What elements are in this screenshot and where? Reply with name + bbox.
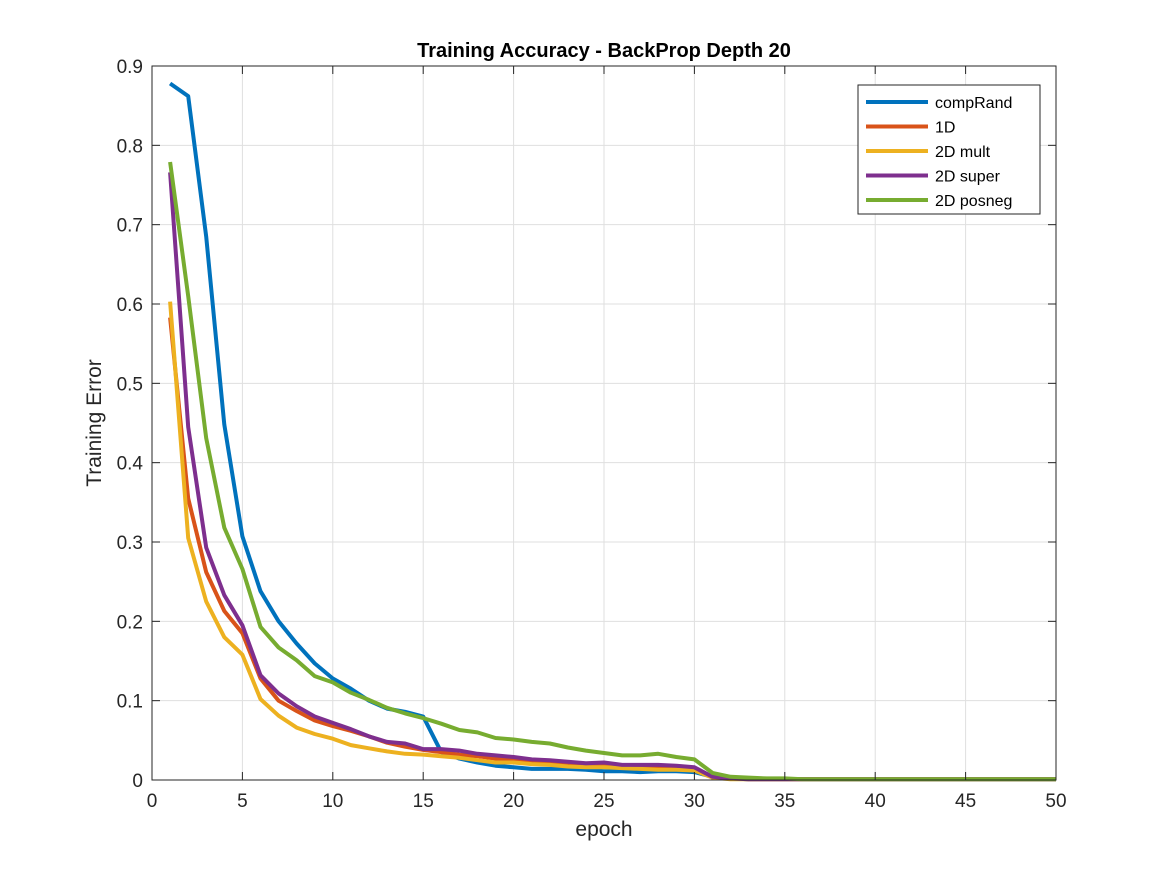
x-tick-label: 50: [1045, 791, 1066, 812]
y-tick-label: 0.5: [117, 374, 143, 395]
y-axis-label: Training Error: [83, 359, 106, 487]
x-tick-label: 5: [237, 791, 248, 812]
legend-label-1d: 1D: [935, 120, 955, 137]
y-tick-label: 0.3: [117, 533, 143, 554]
y-tick-label: 0.1: [117, 692, 143, 713]
x-tick-label: 0: [147, 791, 158, 812]
y-tick-label: 0: [132, 771, 143, 792]
series-line-2d-posneg: [168, 161, 1056, 782]
y-tick-label: 0.4: [117, 454, 144, 475]
x-tick-label: 45: [955, 791, 976, 812]
x-tick-label: 15: [413, 791, 434, 812]
chart-title: Training Accuracy - BackProp Depth 20: [417, 40, 791, 62]
x-tick-label: 40: [865, 791, 886, 812]
legend-label-2d-super: 2D super: [935, 169, 1001, 186]
legend-label-2d-posneg: 2D posneg: [935, 193, 1012, 210]
x-tick-label: 10: [322, 791, 343, 812]
x-tick-label: 25: [593, 791, 614, 812]
x-axis-label: epoch: [575, 818, 632, 841]
axis-ticks: 0 5 10 15 20 25 30 35 40 45 50 0 0.1 0.2 0.3 0.4 0.5 0.6 0…: [117, 57, 1067, 812]
x-tick-label: 30: [684, 791, 705, 812]
y-tick-label: 0.9: [117, 57, 143, 78]
x-tick-label: 20: [503, 791, 524, 812]
y-tick-label: 0.2: [117, 612, 143, 633]
y-tick-label: 0.6: [117, 295, 143, 316]
legend-items: compRand 1D 2D mult 2D super 2D posneg: [866, 95, 1012, 210]
legend: compRand 1D 2D mult 2D super 2D posneg: [857, 84, 1041, 215]
series-group: [168, 81, 1056, 782]
y-tick-label: 0.7: [117, 216, 143, 237]
y-tick-label: 0.8: [117, 136, 143, 157]
legend-label-2d-mult: 2D mult: [935, 144, 991, 161]
legend-label-comprand: compRand: [935, 95, 1012, 112]
x-tick-label: 35: [774, 791, 795, 812]
